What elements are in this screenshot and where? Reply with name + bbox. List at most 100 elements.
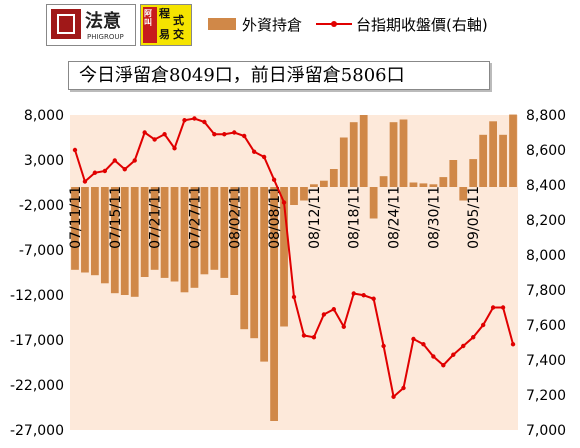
position-headline: 今日淨留倉8049口，前日淨留倉5806口 xyxy=(68,61,490,90)
position-bar xyxy=(439,177,448,187)
position-bar xyxy=(509,114,517,187)
right-axis-tick-label: 7,200 xyxy=(526,388,566,404)
index-price-point xyxy=(212,132,217,137)
index-price-point xyxy=(421,342,426,347)
logo2-side-text: 阿叫 xyxy=(144,8,152,27)
position-bar xyxy=(140,187,149,277)
position-bar xyxy=(399,119,408,187)
position-bar xyxy=(479,134,488,187)
index-price-point xyxy=(202,119,207,125)
index-price-point xyxy=(182,118,187,123)
index-price-point xyxy=(500,305,506,310)
position-bar xyxy=(329,169,338,187)
index-price-point xyxy=(361,293,366,298)
position-bar xyxy=(250,187,259,339)
legend-bar-swatch xyxy=(208,18,236,30)
right-axis-tick-label: 8,800 xyxy=(526,108,566,124)
index-price-point xyxy=(222,132,227,137)
position-bar xyxy=(459,187,468,201)
index-price-point xyxy=(162,132,167,137)
index-price-point xyxy=(92,170,98,175)
index-price-point xyxy=(401,385,406,391)
right-axis-tick-label: 7,800 xyxy=(526,283,566,299)
position-bar xyxy=(290,187,298,205)
position-bar xyxy=(110,187,119,294)
index-price-point xyxy=(321,312,327,317)
logo2-char-3: 交 xyxy=(173,28,184,41)
position-bar xyxy=(160,187,169,278)
index-price-point xyxy=(341,324,346,329)
right-axis-tick-label: 7,400 xyxy=(526,353,566,369)
position-bar xyxy=(359,115,368,187)
position-bar xyxy=(349,122,358,187)
position-bar xyxy=(379,176,388,187)
left-axis-tick-label: -7,000 xyxy=(19,243,64,259)
index-price-point xyxy=(301,333,307,338)
position-bar xyxy=(489,121,497,187)
x-axis-tick-label: 08/08/11 xyxy=(267,186,283,249)
left-axis-tick-label: -17,000 xyxy=(10,333,64,349)
x-axis-tick-label: 09/05/11 xyxy=(466,186,482,249)
right-axis-tick-label: 8,600 xyxy=(526,143,566,159)
position-bar xyxy=(170,187,179,282)
x-axis-tick-label: 07/21/11 xyxy=(148,186,164,249)
index-price-point xyxy=(102,168,108,174)
position-bar xyxy=(220,187,229,278)
index-price-point xyxy=(142,130,147,135)
position-bar xyxy=(150,187,159,270)
program-trading-logo: 阿叫 程 式 交 易 xyxy=(140,4,192,46)
left-axis-tick-label: 3,000 xyxy=(24,153,64,169)
index-price-point xyxy=(122,167,127,172)
position-bar xyxy=(100,187,109,284)
position-bar xyxy=(310,184,318,187)
position-bar xyxy=(419,183,428,187)
x-axis-tick-label: 07/27/11 xyxy=(187,186,203,249)
index-price-point xyxy=(232,130,237,135)
logo1-subtext: PHIGROUP xyxy=(87,33,124,41)
index-price-point xyxy=(152,137,157,142)
legend-bar-label: 外資持倉 xyxy=(242,15,303,34)
left-axis-tick-label: 8,000 xyxy=(24,108,64,124)
index-price-point xyxy=(441,363,446,368)
index-price-point xyxy=(311,335,317,340)
left-axis-tick-label: -2,000 xyxy=(19,198,64,214)
left-axis-tick-label: -27,000 xyxy=(10,423,64,439)
index-price-point xyxy=(490,305,496,310)
index-price-point xyxy=(192,116,197,121)
right-axis-tick-label: 7,600 xyxy=(526,318,566,334)
index-price-point xyxy=(351,291,356,296)
position-bar xyxy=(469,159,478,187)
position-bar xyxy=(71,187,79,270)
index-price-point xyxy=(112,158,118,163)
position-bar xyxy=(369,187,378,219)
index-price-point xyxy=(291,294,297,300)
logo2-red-band xyxy=(143,7,157,43)
index-price-point xyxy=(510,342,516,347)
position-bar xyxy=(180,187,189,293)
index-price-point xyxy=(132,158,137,163)
legend-line-swatch xyxy=(316,17,353,31)
position-bar xyxy=(240,187,249,330)
position-bar xyxy=(120,187,129,295)
position-bar xyxy=(91,187,99,276)
position-bar xyxy=(81,187,89,273)
logo2-char-1: 程 xyxy=(159,7,170,20)
index-price-point xyxy=(72,147,78,153)
position-bar xyxy=(190,187,199,288)
index-price-point xyxy=(391,394,396,399)
position-bar xyxy=(389,122,398,187)
position-bar xyxy=(429,184,438,187)
right-axis-tick-label: 7,000 xyxy=(526,423,566,439)
right-axis-tick-label: 8,200 xyxy=(526,213,566,229)
position-bar xyxy=(130,187,139,297)
index-price-point xyxy=(172,146,177,151)
left-axis-tick-label: -12,000 xyxy=(10,288,64,304)
logo1-text: 法意 xyxy=(85,11,121,32)
position-bar xyxy=(230,187,239,295)
x-axis-tick-label: 08/18/11 xyxy=(347,186,363,249)
x-axis-tick-label: 07/15/11 xyxy=(108,186,124,249)
x-axis-tick-label: 08/02/11 xyxy=(227,186,243,249)
legend-line-label: 台指期收盤價(右軸) xyxy=(356,15,488,34)
index-price-point xyxy=(411,336,416,342)
